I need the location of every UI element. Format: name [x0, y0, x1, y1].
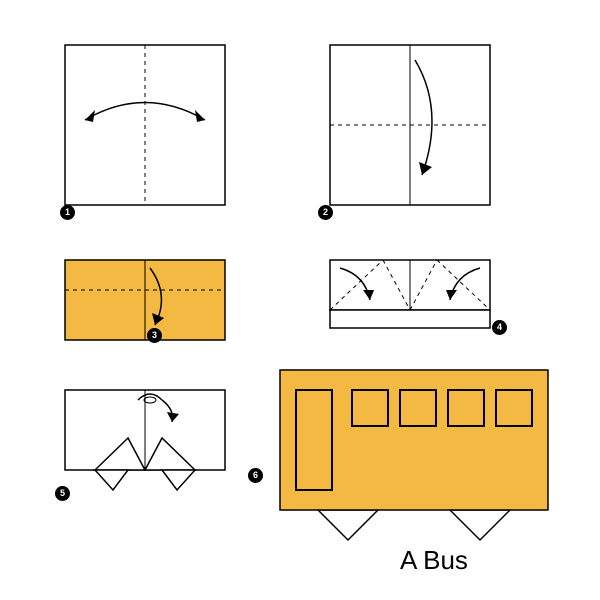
- step-badge-6: 6: [248, 468, 263, 483]
- origami-diagram: 1 2 3 4 5 6 A Bus: [0, 0, 600, 600]
- step-badge-4: 4: [492, 320, 507, 335]
- step-badge-1: 1: [60, 205, 75, 220]
- step-badge-2: 2: [318, 205, 333, 220]
- step-badge-3: 3: [147, 328, 162, 343]
- step-4-figure: [330, 260, 490, 328]
- step-badge-5: 5: [55, 486, 70, 501]
- diagram-svg: [0, 0, 600, 600]
- step-6-figure: [280, 370, 548, 540]
- step-5-figure: [65, 390, 225, 490]
- step-2-figure: [330, 45, 490, 205]
- step-1-figure: [65, 45, 225, 205]
- step-3-figure: [65, 260, 225, 340]
- diagram-title: A Bus: [400, 545, 468, 576]
